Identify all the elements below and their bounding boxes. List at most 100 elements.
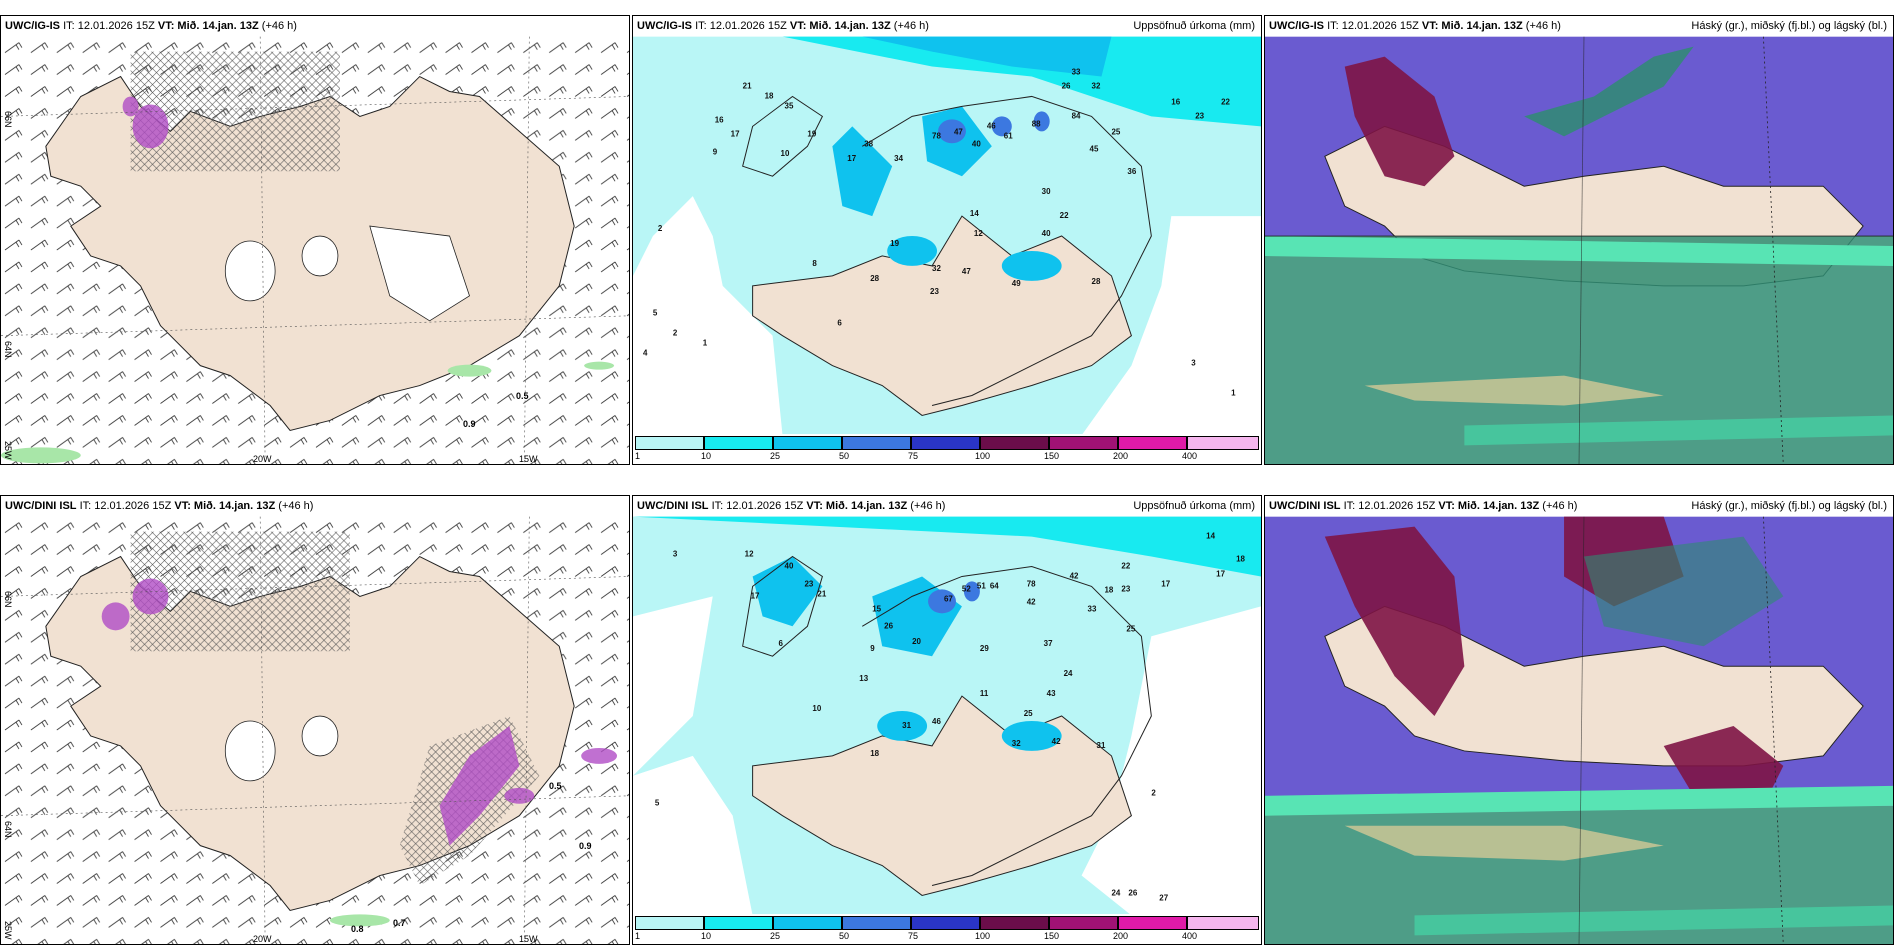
- colorbar-swatch: [911, 916, 980, 930]
- cloud-map: [1265, 516, 1893, 944]
- field-title: Uppsöfnuð úrkoma (mm): [1133, 500, 1255, 512]
- colorbar-swatch: [842, 916, 911, 930]
- colorbar-tick: 75: [908, 451, 919, 461]
- precip-value: 8: [812, 259, 817, 268]
- precip-value: 38: [864, 139, 873, 148]
- precip-value: 16: [1171, 97, 1180, 106]
- precip-value: 40: [785, 561, 794, 570]
- map-area: 66N 64N 25W 20W 15W 0.5 0.9: [1, 36, 629, 464]
- precip-value: 42: [1027, 597, 1036, 606]
- precip-value: 12: [745, 550, 754, 559]
- colorbar-swatch: [980, 916, 1049, 930]
- contour-value: 0.7: [393, 918, 406, 928]
- precip-value: 14: [970, 209, 979, 218]
- precip-value: 26: [1062, 81, 1071, 90]
- precip-value: 15: [872, 604, 881, 613]
- precip-value: 2: [658, 224, 663, 233]
- it-label: IT: 12.01.2026 15Z: [1327, 20, 1419, 32]
- map-area: [1265, 36, 1893, 464]
- precip-value: 27: [1159, 893, 1168, 902]
- colorbar-swatch: [1118, 916, 1187, 930]
- precip-value: 5: [653, 309, 658, 318]
- precip-value: 88: [1032, 119, 1041, 128]
- panel-header: UWC/IG-IS IT: 12.01.2026 15Z VT: Mið. 14…: [1, 16, 629, 36]
- model-name: UWC/IG-IS: [1269, 20, 1324, 32]
- wind-map: [1, 36, 629, 464]
- it-label: IT: 12.01.2026 15Z: [63, 20, 155, 32]
- colorbar-swatch: [635, 916, 704, 930]
- panel-clouds-dini: UWC/DINI ISL IT: 12.01.2026 15Z VT: Mið.…: [1264, 495, 1894, 945]
- precip-value: 26: [884, 621, 893, 630]
- precip-value: 1: [1231, 388, 1236, 397]
- precip-value: 45: [1090, 144, 1099, 153]
- lat-label-66n: 66N: [3, 111, 13, 128]
- precip-value: 78: [1027, 579, 1036, 588]
- precip-value: 22: [1060, 211, 1069, 220]
- colorbar-tick: 75: [908, 931, 919, 941]
- panel-header: UWC/DINI ISL IT: 12.01.2026 15Z VT: Mið.…: [1265, 496, 1893, 516]
- colorbar-tick: 100: [975, 451, 991, 461]
- colorbar-swatch: [980, 436, 1049, 450]
- it-label: IT: 12.01.2026 15Z: [711, 500, 804, 512]
- precip-value: 49: [1012, 279, 1021, 288]
- precip-value: 64: [990, 581, 999, 590]
- lon-label-25w: 25W: [3, 441, 13, 460]
- vt-label: VT: Mið. 14.jan. 13Z: [174, 500, 276, 512]
- panel-header: UWC/IG-IS IT: 12.01.2026 15Z VT: Mið. 14…: [1265, 16, 1893, 36]
- precip-value: 46: [932, 717, 941, 726]
- panel-precip-igis: UWC/IG-IS IT: 12.01.2026 15Z VT: Mið. 14…: [632, 15, 1262, 465]
- lat-label-64n: 64N: [3, 341, 13, 358]
- precip-value: 17: [847, 154, 856, 163]
- precip-value: 47: [962, 267, 971, 276]
- colorbar: 1 10 25 50 75 100 150 200 400: [633, 434, 1261, 464]
- precip-map: 12 40 23 21 17 15 26 20 67 52 51 64 78 4…: [633, 516, 1261, 916]
- colorbar-tick: 200: [1113, 451, 1129, 461]
- precip-value: 21: [817, 589, 826, 598]
- it-label: IT: 12.01.2026 15Z: [695, 20, 787, 32]
- precip-value: 61: [1004, 131, 1013, 140]
- colorbar-tick: 50: [839, 451, 850, 461]
- map-area: 66N 64N 25W 20W 15W 0.5 0.9 0.8 0.7: [1, 516, 629, 944]
- colorbar-swatch: [773, 436, 842, 450]
- precip-value: 36: [1127, 167, 1136, 176]
- lat-label-66n: 66N: [3, 591, 13, 608]
- model-name: UWC/DINI ISL: [5, 500, 77, 512]
- precip-value: 22: [1121, 561, 1130, 570]
- precip-value: 1: [703, 339, 708, 348]
- vt-label: VT: Mið. 14.jan. 13Z: [1438, 500, 1540, 512]
- vt-label: VT: Mið. 14.jan. 13Z: [157, 20, 259, 32]
- precip-value: 9: [870, 644, 875, 653]
- lead-label: (+46 h): [893, 20, 929, 32]
- model-name: UWC/DINI ISL: [637, 500, 709, 512]
- map-area: [1265, 516, 1893, 944]
- colorbar-tick: 50: [839, 931, 850, 941]
- lon-label-20w: 20W: [253, 934, 272, 944]
- precip-value: 23: [1121, 584, 1130, 593]
- precip-value: 4: [643, 349, 648, 358]
- precip-value: 19: [807, 129, 816, 138]
- precip-value: 26: [1128, 888, 1137, 897]
- panel-precip-dini: UWC/DINI ISL IT: 12.01.2026 15Z VT: Mið.…: [632, 495, 1262, 945]
- precip-value: 51: [977, 581, 986, 590]
- precip-value: 24: [1111, 888, 1120, 897]
- colorbar-swatch: [1187, 916, 1259, 930]
- precip-value: 32: [1012, 739, 1021, 748]
- precip-value: 23: [1195, 111, 1204, 120]
- precip-values: 12 40 23 21 17 15 26 20 67 52 51 64 78 4…: [655, 532, 1246, 903]
- precip-value: 17: [731, 129, 740, 138]
- colorbar-swatch: [1187, 436, 1259, 450]
- precip-value: 14: [1206, 532, 1215, 541]
- model-name: UWC/IG-IS: [5, 20, 60, 32]
- contour-value: 0.8: [351, 924, 364, 934]
- precip-value: 33: [1088, 604, 1097, 613]
- precip-value: 32: [1092, 81, 1101, 90]
- precip-value: 23: [804, 579, 813, 588]
- contour-value: 0.5: [516, 391, 529, 401]
- precip-value: 17: [1216, 569, 1225, 578]
- lon-label-25w: 25W: [3, 921, 13, 940]
- lat-label-64n: 64N: [3, 821, 13, 838]
- precip-value: 32: [932, 264, 941, 273]
- colorbar: 1 10 25 50 75 100 150 200 400: [633, 914, 1261, 944]
- precip-value: 37: [1044, 639, 1053, 648]
- colorbar-swatch: [635, 436, 704, 450]
